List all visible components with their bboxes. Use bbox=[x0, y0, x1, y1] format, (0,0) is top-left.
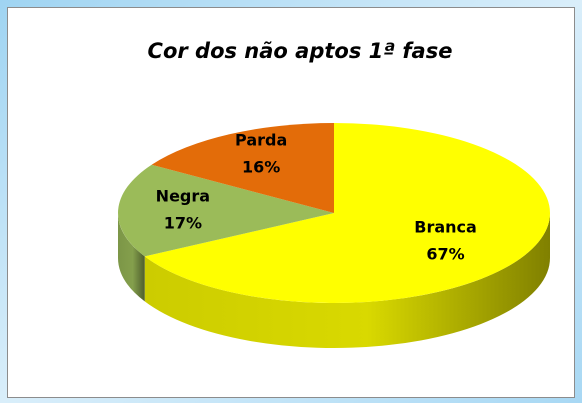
pie: Branca 67% Negra 17% Parda 16% bbox=[117, 123, 551, 348]
slice-value-label: 16% bbox=[242, 158, 280, 177]
slice-value-label: 17% bbox=[164, 213, 202, 232]
pie-slice bbox=[144, 123, 551, 303]
slice-value-label: 67% bbox=[426, 244, 464, 263]
slice-category-label: Parda bbox=[235, 131, 287, 150]
pie-slice bbox=[117, 164, 334, 257]
pie-side bbox=[144, 213, 550, 348]
slice-category-label: Negra bbox=[156, 186, 210, 205]
pie-tops bbox=[117, 123, 551, 303]
chart-title: Cor dos não aptos 1ª fase bbox=[148, 39, 453, 63]
slice-category-label: Branca bbox=[414, 217, 477, 236]
pie-slice bbox=[151, 123, 334, 213]
pie-side bbox=[118, 213, 145, 302]
pie-sides bbox=[118, 213, 550, 348]
